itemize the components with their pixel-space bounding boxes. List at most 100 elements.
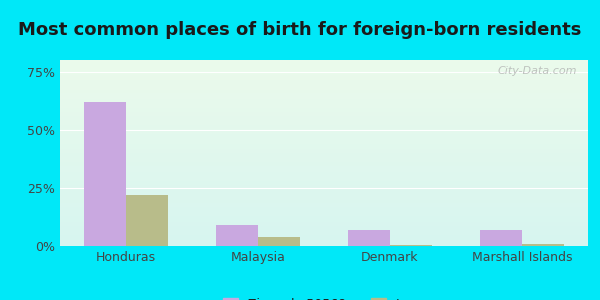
- Bar: [60, 168, 588, 170]
- Bar: [60, 166, 588, 168]
- Bar: [60, 125, 588, 127]
- Bar: [60, 184, 588, 187]
- Text: Most common places of birth for foreign-born residents: Most common places of birth for foreign-…: [19, 21, 581, 39]
- Bar: [60, 226, 588, 227]
- Bar: [60, 153, 588, 155]
- Bar: [60, 138, 588, 140]
- Bar: [60, 227, 588, 229]
- Bar: [60, 101, 588, 103]
- Bar: [60, 162, 588, 164]
- Legend: Zip code 50568, Iowa: Zip code 50568, Iowa: [218, 293, 430, 300]
- Bar: [60, 173, 588, 175]
- Bar: [60, 192, 588, 194]
- Bar: [84, 102, 126, 246]
- Bar: [60, 209, 588, 211]
- Bar: [60, 88, 588, 90]
- Bar: [60, 205, 588, 207]
- Bar: [60, 181, 588, 183]
- Bar: [60, 172, 588, 173]
- Bar: [60, 235, 588, 237]
- Bar: [60, 200, 588, 201]
- Bar: [60, 238, 588, 240]
- Bar: [60, 164, 588, 166]
- Bar: [60, 75, 588, 77]
- Bar: [479, 230, 522, 246]
- Bar: [60, 103, 588, 105]
- Bar: [60, 188, 588, 190]
- Bar: [60, 69, 588, 71]
- Bar: [60, 129, 588, 131]
- Bar: [60, 84, 588, 86]
- Bar: [60, 86, 588, 88]
- Bar: [60, 244, 588, 246]
- Bar: [60, 222, 588, 224]
- Bar: [60, 118, 588, 119]
- Bar: [60, 119, 588, 122]
- Bar: [60, 160, 588, 162]
- Bar: [60, 134, 588, 136]
- Bar: [60, 94, 588, 95]
- Bar: [60, 207, 588, 209]
- Bar: [60, 240, 588, 242]
- Bar: [60, 242, 588, 244]
- Bar: [60, 90, 588, 92]
- Bar: [60, 73, 588, 75]
- Bar: [60, 194, 588, 196]
- Bar: [60, 95, 588, 97]
- Bar: [60, 112, 588, 114]
- Bar: [60, 142, 588, 144]
- Bar: [348, 230, 390, 246]
- Bar: [60, 99, 588, 101]
- Bar: [60, 175, 588, 177]
- Bar: [60, 97, 588, 99]
- Bar: [60, 214, 588, 216]
- Bar: [60, 155, 588, 157]
- Bar: [60, 140, 588, 142]
- Bar: [60, 177, 588, 179]
- Bar: [60, 170, 588, 172]
- Bar: [60, 68, 588, 69]
- Bar: [60, 105, 588, 106]
- Bar: [60, 198, 588, 200]
- Bar: [60, 110, 588, 112]
- Bar: [60, 62, 588, 64]
- Bar: [60, 196, 588, 198]
- Bar: [60, 220, 588, 222]
- Bar: [60, 146, 588, 147]
- Bar: [126, 195, 169, 246]
- Bar: [60, 157, 588, 159]
- Bar: [60, 108, 588, 110]
- Bar: [60, 224, 588, 226]
- Bar: [60, 144, 588, 146]
- Bar: [60, 151, 588, 153]
- Bar: [60, 218, 588, 220]
- Bar: [60, 122, 588, 123]
- Bar: [60, 190, 588, 192]
- Bar: [60, 71, 588, 73]
- Bar: [60, 82, 588, 84]
- Bar: [60, 92, 588, 94]
- Bar: [60, 201, 588, 203]
- Bar: [60, 237, 588, 239]
- Bar: [60, 114, 588, 116]
- Bar: [60, 136, 588, 138]
- Bar: [60, 77, 588, 79]
- Bar: [60, 123, 588, 125]
- Bar: [60, 149, 588, 151]
- Bar: [60, 64, 588, 66]
- Bar: [60, 187, 588, 188]
- Bar: [60, 116, 588, 118]
- Bar: [60, 229, 588, 231]
- Bar: [60, 233, 588, 235]
- Bar: [60, 203, 588, 205]
- Bar: [60, 80, 588, 82]
- Bar: [60, 131, 588, 133]
- Bar: [60, 231, 588, 233]
- Bar: [60, 133, 588, 134]
- Bar: [60, 60, 588, 62]
- Bar: [258, 237, 300, 246]
- Bar: [60, 66, 588, 68]
- Text: City-Data.com: City-Data.com: [498, 66, 577, 76]
- Bar: [60, 211, 588, 212]
- Bar: [60, 183, 588, 184]
